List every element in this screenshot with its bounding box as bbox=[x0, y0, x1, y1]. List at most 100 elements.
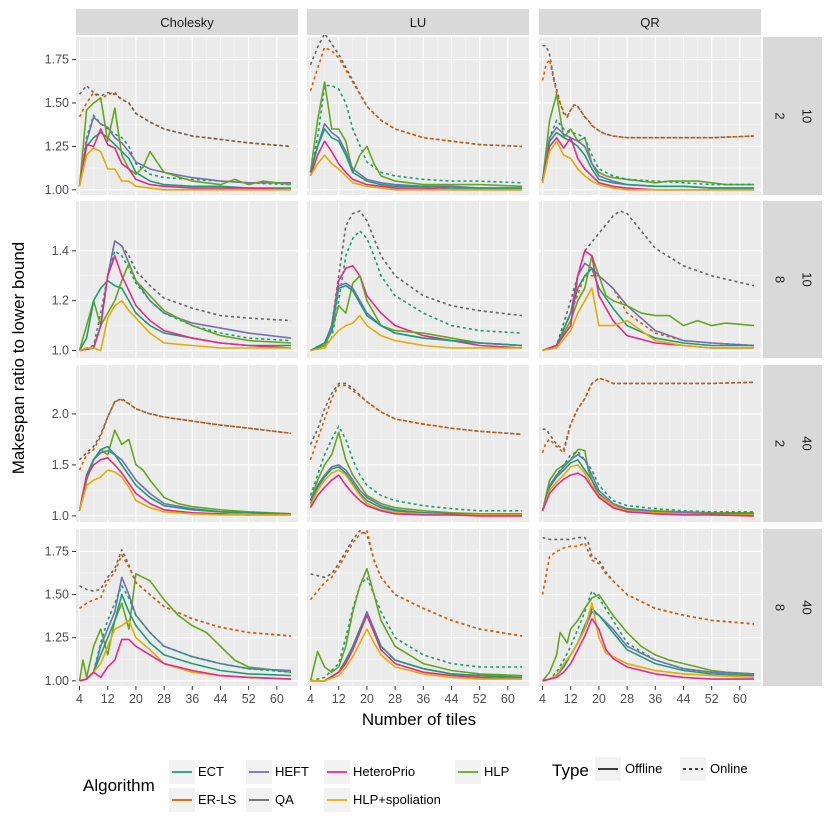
legend-item-heteroprio: HeteroPrio bbox=[324, 760, 415, 784]
panel-r0-c0 bbox=[76, 37, 298, 195]
row-strip-label: 40 bbox=[800, 600, 815, 614]
series-line-ect-online bbox=[309, 84, 523, 184]
y-tick-label: 1.4 bbox=[52, 244, 69, 258]
panel-background bbox=[76, 365, 298, 522]
x-tick-label: 4 bbox=[76, 692, 83, 706]
series-line-hlp-spoliation-offline bbox=[78, 147, 291, 191]
x-tick-label: 28 bbox=[388, 692, 402, 706]
x-tick-label: 44 bbox=[214, 692, 228, 706]
legend-item-qa: QA bbox=[246, 788, 294, 812]
row-strip-label: 2 bbox=[773, 440, 788, 447]
y-tick-label: 1.2 bbox=[52, 294, 69, 308]
series-line-er-ls-online bbox=[541, 377, 755, 454]
x-tick-label: 4 bbox=[539, 692, 546, 706]
row-strip-label: 10 bbox=[800, 109, 815, 123]
series-line-ect-offline bbox=[78, 445, 292, 515]
series-line-ect-offline bbox=[309, 128, 522, 189]
series-line-hlp-spoliation-offline bbox=[79, 299, 291, 352]
series-line-er-ls-online bbox=[79, 554, 292, 637]
x-tick-label: 52 bbox=[473, 692, 487, 706]
panel-background bbox=[76, 201, 298, 358]
panel-background bbox=[76, 37, 298, 195]
row-strip-0: 2 10 bbox=[763, 37, 822, 195]
series-group bbox=[542, 210, 755, 352]
row-strip-2: 2 40 bbox=[763, 365, 822, 522]
x-tick-label: 36 bbox=[648, 692, 662, 706]
y-tick-label: 1.00 bbox=[45, 183, 69, 197]
series-group bbox=[78, 397, 292, 516]
series-line-hlp-spoliation-offline bbox=[541, 140, 754, 191]
panel-r2-c0 bbox=[76, 365, 298, 522]
legend-item-label: HLP+spoliation bbox=[353, 792, 441, 807]
row-strip-background bbox=[763, 37, 822, 195]
x-tick-label: 60 bbox=[501, 692, 515, 706]
series-line-qa-online bbox=[78, 84, 292, 148]
panel-r0-c1 bbox=[307, 32, 529, 195]
x-tick-label: 20 bbox=[592, 692, 606, 706]
series-line-ect-online bbox=[310, 576, 522, 682]
series-line-ect-offline bbox=[78, 131, 291, 189]
series-line-hlp-offline bbox=[309, 431, 522, 515]
series-line-hlp-offline bbox=[78, 573, 292, 681]
column-strip-2: QR bbox=[539, 9, 761, 35]
row-strip-label: 10 bbox=[800, 272, 815, 286]
series-group bbox=[310, 210, 523, 352]
legend-item-label: HeteroPrio bbox=[353, 764, 415, 779]
series-line-heteroprio-offline bbox=[541, 472, 755, 517]
row-strip-label: 2 bbox=[773, 112, 788, 119]
x-tick-label: 28 bbox=[157, 692, 171, 706]
row-strip-background bbox=[763, 529, 822, 686]
series-line-heteroprio-offline bbox=[542, 617, 754, 682]
row-strips: 2 10 8 10 2 40 8 40 bbox=[763, 37, 822, 686]
series-group bbox=[541, 536, 755, 682]
y-axis-title: Makespan ratio to lower bound bbox=[9, 242, 28, 474]
y-tick-label: 1.25 bbox=[45, 631, 69, 645]
panel-r2-c2 bbox=[539, 365, 761, 522]
series-line-hlp-offline bbox=[541, 93, 754, 186]
series-group bbox=[78, 84, 292, 191]
legend-item-label: HLP bbox=[484, 764, 509, 779]
x-axis: 4 12 20 28 36 44 52 60 4 12 20 28 36 44 52 60 4 12 20 28 36 4… bbox=[76, 686, 747, 706]
panels: 1.00 1.25 1.50 1.75 1.0 1.2 1.4 1.0 1.5 2.0 1.00 1.… bbox=[45, 32, 761, 688]
series-line-ect-online bbox=[310, 230, 523, 352]
series-line-heteroprio-offline bbox=[79, 638, 292, 682]
row-strip-label: 40 bbox=[800, 436, 815, 450]
legend-title-type: Type bbox=[552, 761, 589, 780]
legend-item-label: ER-LS bbox=[198, 792, 237, 807]
x-tick-label: 20 bbox=[360, 692, 374, 706]
series-line-ect-online bbox=[541, 119, 754, 186]
series-line-er-ls-online bbox=[309, 529, 523, 637]
column-strip-label: LU bbox=[410, 15, 427, 30]
y-tick-label: 1.0 bbox=[52, 344, 69, 358]
series-line-ect-online bbox=[309, 425, 522, 512]
series-line-hlp-offline bbox=[310, 274, 523, 352]
series-line-qa-online bbox=[542, 44, 755, 139]
series-line-hlp-spoliation-offline bbox=[541, 464, 754, 516]
row-strip-background bbox=[763, 365, 822, 522]
series-line-hlp-offline bbox=[78, 262, 292, 351]
series-group bbox=[541, 44, 755, 191]
series-group bbox=[78, 240, 292, 352]
series-line-qa-online bbox=[310, 210, 523, 352]
series-line-hlp-spoliation-offline bbox=[309, 154, 522, 191]
x-tick-label: 36 bbox=[416, 692, 430, 706]
series-line-er-ls-online bbox=[78, 398, 292, 471]
y-tick-label: 1.5 bbox=[52, 458, 69, 472]
x-tick-label: 52 bbox=[705, 692, 719, 706]
series-line-hlp-spoliation-offline bbox=[310, 628, 522, 682]
legend-type-label: Offline bbox=[625, 761, 662, 776]
column-strip-background bbox=[539, 9, 761, 35]
series-group bbox=[541, 377, 755, 517]
series-line-ect-online bbox=[79, 250, 292, 352]
column-strip-0: Cholesky bbox=[76, 9, 298, 35]
legend-title-algorithm: Algorithm bbox=[83, 776, 155, 795]
panel-r3-c0 bbox=[76, 529, 298, 686]
y-tick-label: 1.50 bbox=[45, 588, 69, 602]
panel-r1-c2 bbox=[539, 201, 761, 358]
column-strips: Cholesky LU QR bbox=[76, 9, 761, 35]
series-line-ect-offline bbox=[79, 593, 292, 682]
y-tick-label: 1.0 bbox=[52, 509, 69, 523]
x-tick-label: 44 bbox=[445, 692, 459, 706]
series-line-heft-offline bbox=[78, 116, 291, 187]
